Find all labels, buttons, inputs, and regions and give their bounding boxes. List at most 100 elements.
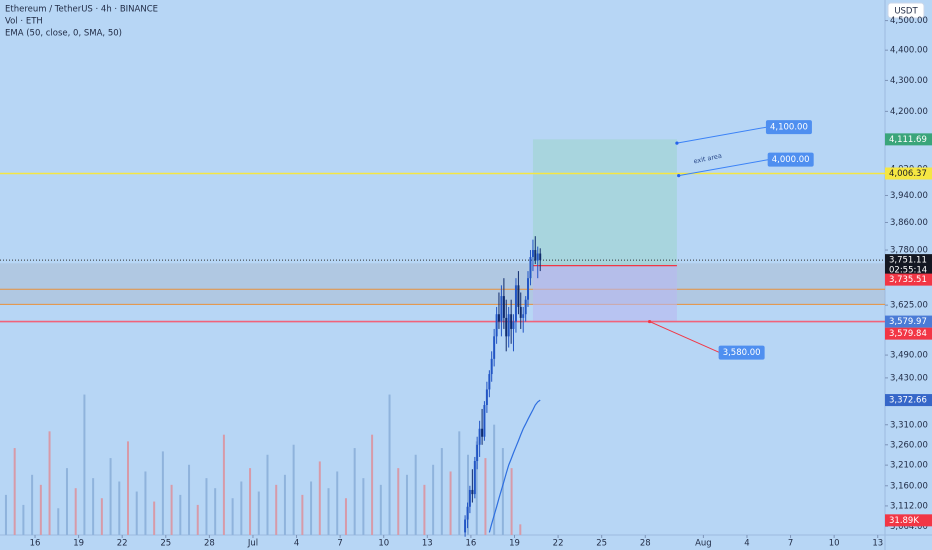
candle-body: [527, 278, 530, 300]
x-tick-label: 19: [73, 539, 84, 549]
zone: [0, 263, 885, 305]
candle-body: [512, 321, 515, 329]
candle-body: [483, 405, 486, 437]
candle-body: [505, 317, 508, 337]
x-tick-label: 4: [744, 539, 749, 549]
currency[interactable]: USDT: [894, 7, 918, 17]
callout-box: [767, 152, 814, 167]
volume-bar: [301, 494, 304, 535]
volume-badge: [885, 514, 932, 527]
candle-body: [464, 519, 467, 533]
indicator: EMA (50, close, 0, SMA, 50): [5, 29, 122, 39]
volume-bar: [371, 434, 374, 535]
candle-body: [510, 314, 513, 329]
candle-body: [495, 314, 498, 337]
volume-bar: [31, 474, 34, 535]
callout-line: [678, 159, 769, 177]
x-tick-label: 25: [596, 539, 607, 549]
volume-bar: [222, 434, 225, 535]
candle-body: [466, 506, 469, 520]
entry-badge: [885, 273, 932, 286]
volume-bar: [48, 431, 51, 535]
callout-anchor: [648, 319, 652, 324]
x-tick-label: 22: [553, 539, 564, 549]
volume-bar: [257, 491, 260, 535]
volume-bar: [475, 441, 478, 535]
stop-badge: [885, 327, 932, 340]
callout-label: 4,100.00: [770, 123, 808, 133]
volume-bar: [92, 478, 95, 535]
y-tick-label: 3,430.00: [890, 373, 928, 383]
volume-bar: [4, 494, 7, 535]
volume-bar: [22, 504, 25, 535]
volume-bar: [170, 484, 173, 535]
candle-body: [539, 253, 542, 261]
volume-bar: [205, 478, 208, 535]
x-tick-label: 19: [509, 539, 520, 549]
volume-bar: [231, 498, 234, 535]
candle-body: [481, 428, 484, 437]
callout-line: [649, 321, 720, 354]
volume-bar: [74, 488, 77, 535]
volume-bar: [318, 461, 321, 535]
volume-bar: [501, 448, 504, 535]
position-target: [532, 139, 677, 266]
y-tick-label: 4,200.00: [890, 107, 928, 117]
x-tick-label: 10: [829, 539, 840, 549]
target-badge: [885, 133, 932, 146]
candle-body: [522, 314, 525, 318]
volume-bar: [144, 471, 147, 535]
level-badge-label: 3,579.97: [889, 317, 927, 327]
x-tick-label: 7: [337, 539, 342, 549]
volume-bar: [310, 481, 313, 535]
volume-bar: [196, 504, 199, 535]
volume-bar: [118, 481, 121, 535]
volume-bar: [458, 431, 461, 535]
candle-body: [485, 389, 488, 406]
x-tick-label: 13: [422, 539, 433, 549]
y-tick-label: 3,210.00: [890, 461, 928, 471]
level-badge: [885, 315, 932, 328]
y-tick-label: 3,260.00: [890, 440, 928, 450]
annotation: exit area: [693, 152, 723, 166]
y-tick-label: 3,940.00: [890, 191, 928, 201]
y-tick-label: 3,064.00: [890, 522, 928, 532]
volume-bar: [353, 448, 356, 535]
x-tick-label: 22: [117, 539, 128, 549]
callout-box: [718, 345, 765, 360]
y-tick-label: 3,490.00: [890, 351, 928, 361]
volume-bar: [423, 484, 426, 535]
volume-bar: [493, 424, 496, 535]
volume-bar: [397, 468, 400, 535]
volume-bar: [65, 468, 68, 535]
candle-body: [529, 257, 532, 279]
y-tick-label: 4,500.00: [890, 16, 928, 26]
x-tick-label: Jul: [247, 539, 258, 549]
volume-bar: [344, 498, 347, 535]
callout-anchor: [677, 173, 681, 178]
volume-bar: [100, 498, 103, 535]
volume-bar: [13, 448, 16, 535]
volume-bar: [510, 468, 513, 535]
x-tick-label: 7: [788, 539, 793, 549]
x-tick-label: 10: [378, 539, 389, 549]
y-tick-label: 4,300.00: [890, 76, 928, 86]
last-price-label: 3,751.11: [889, 256, 927, 266]
volume-bar: [388, 394, 391, 535]
ema-badge: [885, 394, 932, 407]
candle-body: [497, 314, 500, 322]
volume-bar: [214, 488, 217, 535]
x-tick-label: 13: [872, 539, 883, 549]
currency-button[interactable]: [887, 2, 925, 19]
candle-body: [493, 336, 496, 359]
candle-body: [471, 489, 474, 495]
candle-body: [476, 444, 479, 462]
volume-bar: [292, 444, 295, 535]
volume-bar: [379, 484, 382, 535]
callout-anchor: [675, 141, 679, 145]
volume-bar: [135, 491, 138, 535]
y-tick-label: 3,860.00: [890, 218, 928, 228]
candle-body: [473, 461, 476, 495]
x-tick-label: 28: [204, 539, 215, 549]
